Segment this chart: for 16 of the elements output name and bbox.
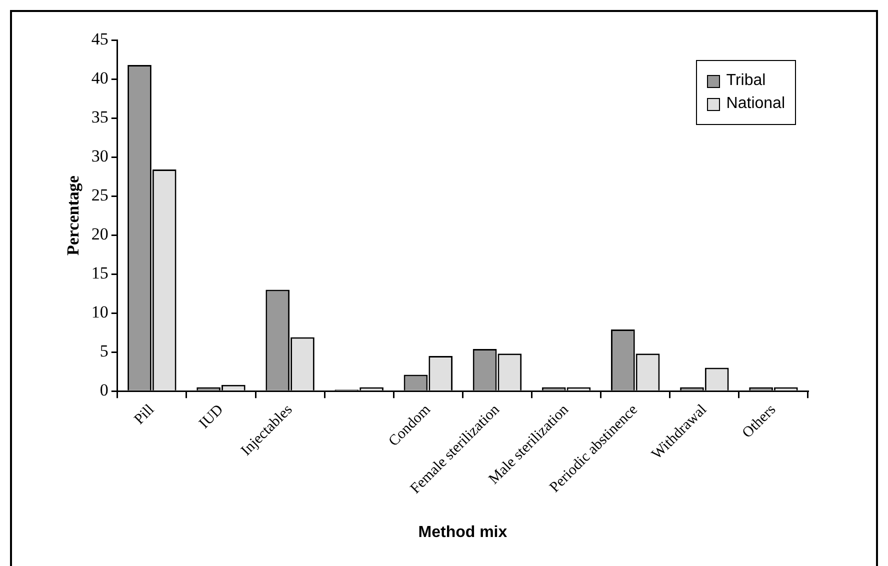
y-tick-label: 10: [91, 302, 108, 322]
x-axis-title: Method mix: [418, 524, 508, 541]
y-tick-label: 15: [91, 264, 108, 283]
legend-label: National: [726, 95, 785, 113]
y-tick-label: 45: [91, 29, 108, 48]
y-axis-title: Percentage: [64, 175, 83, 256]
y-tick-label: 35: [91, 108, 108, 126]
y-tick-label: 5: [100, 342, 108, 361]
y-tick-label: 25: [91, 186, 108, 205]
x-tick-label: Pill: [131, 402, 158, 428]
y-tick-label: 0: [100, 380, 108, 400]
x-tick-label: IUD: [196, 402, 227, 432]
y-tick-label: 30: [91, 146, 108, 166]
legend-label: Tribal: [726, 72, 766, 90]
y-tick-label: 20: [91, 224, 108, 244]
y-tick-label: 40: [91, 68, 108, 88]
